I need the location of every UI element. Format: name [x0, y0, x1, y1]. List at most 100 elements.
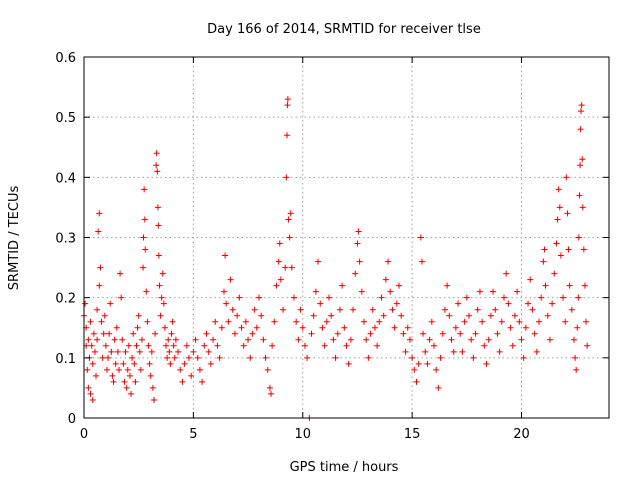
data-point — [151, 396, 157, 403]
data-point — [369, 306, 376, 313]
data-point — [88, 342, 95, 349]
data-point — [522, 324, 529, 331]
data-point — [541, 246, 548, 253]
data-point — [140, 264, 147, 271]
data-point — [229, 306, 236, 313]
data-point — [216, 354, 223, 361]
axis-ticks — [83, 56, 609, 419]
data-point — [201, 342, 208, 349]
data-point — [154, 168, 161, 175]
data-point — [203, 330, 210, 337]
data-point — [355, 228, 362, 235]
data-point — [109, 372, 116, 379]
data-point — [169, 318, 176, 325]
data-point — [332, 354, 339, 361]
data-point — [129, 354, 136, 361]
data-point — [476, 288, 483, 295]
data-point — [385, 258, 392, 265]
data-point — [101, 312, 108, 319]
data-point — [91, 348, 98, 355]
data-point — [165, 336, 172, 343]
data-point — [171, 354, 178, 361]
data-point — [188, 372, 195, 379]
data-point — [470, 354, 477, 361]
data-point — [199, 378, 206, 385]
data-point — [568, 306, 575, 313]
data-point — [312, 288, 319, 295]
data-point — [494, 330, 501, 337]
data-point — [580, 246, 587, 253]
y-tick-label: 0.5 — [55, 111, 76, 126]
data-point — [190, 348, 197, 355]
data-point — [441, 306, 448, 313]
data-point — [572, 354, 579, 361]
data-point — [170, 342, 177, 349]
y-tick-labels: 0 0.1 0.2 0.3 0.4 0.5 0.6 — [55, 51, 76, 427]
data-point — [156, 282, 163, 289]
data-point — [527, 276, 534, 283]
data-point — [551, 270, 558, 277]
data-point — [192, 336, 199, 343]
y-tick-label: 0.2 — [55, 292, 76, 307]
x-axis-label: GPS time / hours — [290, 460, 399, 475]
data-point — [260, 336, 267, 343]
data-point — [578, 102, 585, 109]
data-point — [266, 384, 273, 391]
grid — [84, 57, 609, 418]
data-point — [285, 216, 292, 223]
data-point — [420, 330, 427, 337]
data-point — [124, 366, 131, 373]
y-tick-label: 0.1 — [55, 352, 76, 367]
x-tick-label: 0 — [80, 427, 88, 442]
data-point — [153, 162, 160, 169]
data-point — [277, 276, 284, 283]
data-point — [516, 318, 523, 325]
data-point — [249, 330, 256, 337]
data-point — [428, 318, 435, 325]
data-point — [90, 330, 97, 337]
data-point — [234, 312, 241, 319]
data-point — [417, 234, 424, 241]
data-point — [166, 348, 173, 355]
data-point — [293, 318, 300, 325]
data-point — [328, 312, 335, 319]
data-point — [135, 312, 142, 319]
data-point — [411, 366, 418, 373]
data-point — [501, 294, 507, 301]
y-tick-label: 0.4 — [55, 171, 76, 186]
data-point — [297, 306, 304, 313]
data-point — [143, 288, 150, 295]
data-point — [571, 336, 577, 343]
data-point — [223, 300, 230, 307]
data-point — [573, 366, 580, 373]
data-point — [579, 156, 586, 163]
data-point — [354, 240, 361, 247]
data-point — [468, 336, 475, 343]
data-point — [371, 324, 378, 331]
data-point — [542, 282, 549, 289]
data-point — [398, 312, 405, 319]
data-point — [479, 318, 486, 325]
data-point — [118, 294, 125, 301]
data-point — [575, 234, 582, 241]
data-point — [308, 330, 315, 337]
data-point — [448, 336, 455, 343]
data-point — [350, 306, 357, 313]
data-point — [247, 354, 254, 361]
data-point — [391, 324, 398, 331]
data-point — [87, 390, 94, 397]
data-point — [137, 366, 144, 373]
data-point — [361, 318, 367, 325]
y-axis-label: SRMTID / TECUs — [7, 186, 22, 291]
data-point — [126, 372, 133, 379]
data-point — [301, 342, 308, 349]
data-point — [304, 354, 311, 361]
data-point — [511, 312, 518, 319]
data-point — [111, 336, 118, 343]
data-point — [461, 318, 468, 325]
data-point — [85, 384, 92, 391]
data-point — [415, 360, 422, 367]
data-point — [181, 360, 188, 367]
data-point — [140, 234, 147, 241]
